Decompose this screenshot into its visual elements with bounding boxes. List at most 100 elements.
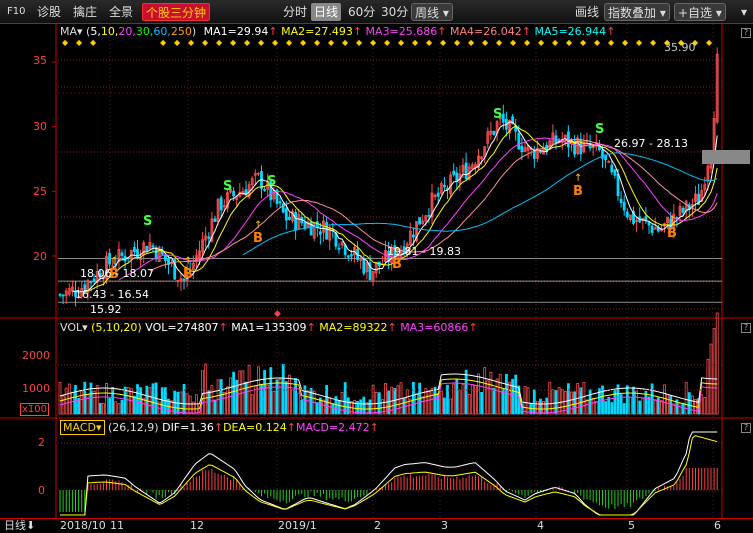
volume-bar — [458, 389, 462, 415]
signal-diamond: ◆ — [370, 38, 377, 47]
candle-body — [346, 255, 350, 258]
candle-body — [281, 203, 285, 213]
macd-name: MACD — [63, 421, 96, 434]
volume-bar — [687, 392, 691, 415]
volume-bar — [278, 378, 282, 415]
low-price-label: 15.92 — [90, 303, 122, 316]
volume-bar — [244, 381, 248, 415]
dealer-button[interactable]: 擒庄 — [73, 5, 98, 19]
signal-diamond: ◆ — [524, 38, 531, 47]
volume-bar — [653, 399, 657, 415]
volume-bar — [672, 403, 676, 415]
candle-body — [635, 220, 638, 223]
candle-body — [229, 188, 232, 193]
volume-bar — [225, 386, 229, 415]
tab-daily[interactable]: 日线 — [311, 3, 342, 21]
volume-bar — [142, 397, 146, 415]
kline-chart[interactable]: ◆ ◆ ◆ ◆ ◆ ◆ ◆ ◆ ◆ ◆ ◆ ◆ ◆ ◆ ◆ ◆ ◆ ◆ ◆ ◆ ◆ ◆ ◆ ◆ ◆ ◆ ◆ ◆ ◆ ◆ ◆ ◆ ◆ ◆ ◆ ◆ ◆ ◆ ◆ ◆… — [0, 24, 753, 518]
candle-body — [263, 189, 267, 191]
weekly-label: 周线 — [415, 6, 440, 20]
volume-ma-line — [59, 378, 718, 410]
volume-bar — [684, 382, 688, 415]
up-arrow-icon: ↑ — [437, 25, 447, 38]
tab-60min[interactable]: 60分 — [348, 5, 376, 19]
candle-body — [511, 116, 515, 125]
f10-button[interactable]: F10 — [7, 6, 26, 17]
close-panel-icon[interactable]: ? — [741, 323, 751, 333]
candle-body — [452, 170, 456, 175]
candle-body — [610, 164, 614, 173]
moving-average-line — [242, 152, 718, 256]
candle-body — [678, 205, 682, 216]
volume-bar — [616, 384, 620, 415]
macd-params: (26,12,9) — [108, 421, 159, 434]
volume-bar — [300, 399, 304, 415]
arrow-down-icon: ⬇ — [26, 519, 36, 532]
up-arrow-icon: ↑ — [286, 421, 296, 434]
panorama-button[interactable]: 全景 — [109, 5, 134, 19]
candle-body — [619, 198, 623, 203]
volume-bar — [585, 399, 589, 415]
candle-body — [136, 248, 139, 258]
vol-unit-badge: x100 — [20, 403, 50, 416]
candle-body — [433, 194, 437, 198]
candle-body — [204, 235, 208, 241]
volume-bar — [579, 387, 583, 415]
up-arrow-icon: ↑ — [387, 321, 397, 334]
volume-bar — [501, 389, 505, 415]
macd-dropdown[interactable]: MACD▾ — [60, 420, 105, 435]
volume-bar — [656, 397, 660, 415]
draw-line-button[interactable]: 画线 — [575, 5, 600, 19]
volume-bar — [427, 391, 431, 415]
candle-body — [148, 241, 152, 250]
volume-bar — [663, 384, 666, 415]
candle-body — [365, 262, 369, 273]
signal-diamond: ◆ — [496, 38, 503, 47]
tab-30min[interactable]: 30分 — [381, 5, 409, 19]
range-label-1: 18.06 - 18.07 — [80, 267, 154, 280]
candle-body — [269, 180, 273, 201]
candle-body — [520, 145, 524, 153]
candle-body — [607, 161, 611, 163]
volume-bar — [439, 390, 443, 415]
volume-bar — [105, 382, 108, 415]
buy-signal: B — [109, 267, 119, 282]
candle-body — [163, 254, 167, 261]
candle-body — [74, 290, 77, 297]
candle-body — [315, 221, 319, 229]
volume-bar — [573, 391, 576, 415]
volume-bar — [232, 371, 236, 415]
volume-bar — [272, 391, 276, 415]
vol-dropdown[interactable]: VOL▾ — [60, 321, 88, 334]
tab-intraday[interactable]: 分时 — [283, 5, 308, 19]
candle-body — [694, 193, 697, 202]
candle-body — [613, 169, 617, 176]
range-label-4: 26.97 - 28.13 — [614, 137, 688, 150]
candle-body — [77, 296, 80, 299]
add-watchlist-button[interactable]: +自选 ▾ — [674, 3, 726, 21]
chevron-down-icon: ▾ — [82, 321, 88, 334]
signal-diamond: ◆ — [76, 38, 83, 47]
candle-body — [374, 261, 378, 274]
tab-weekly[interactable]: 周线 ▾ — [411, 3, 453, 21]
volume-bar — [582, 382, 586, 415]
signal-diamond: ◆ — [622, 38, 629, 47]
candle-body — [294, 212, 298, 230]
signal-diamond: ◆ — [608, 38, 615, 47]
ma-param-3: 20, — [118, 25, 136, 38]
signal-diamond: ◆ — [426, 38, 433, 47]
diagnose-button[interactable]: 诊股 — [37, 5, 62, 19]
candle-body — [573, 140, 576, 155]
period-selector[interactable]: 日线⬇ — [4, 519, 35, 533]
ma-dropdown[interactable]: MA▾ — [60, 25, 83, 38]
close-panel-icon[interactable]: ? — [741, 423, 751, 433]
volume-bar — [353, 400, 356, 415]
index-overlay-button[interactable]: 指数叠加 ▾ — [604, 3, 670, 21]
stock-3min-button[interactable]: 个股三分钟 — [142, 3, 211, 21]
signal-diamond: ◆ — [566, 38, 573, 47]
close-panel-icon[interactable]: ? — [741, 28, 751, 38]
more-icon[interactable]: ▾ — [741, 5, 748, 19]
volume-bar — [461, 383, 465, 415]
candle-body — [415, 221, 418, 242]
candle-body — [117, 248, 121, 263]
